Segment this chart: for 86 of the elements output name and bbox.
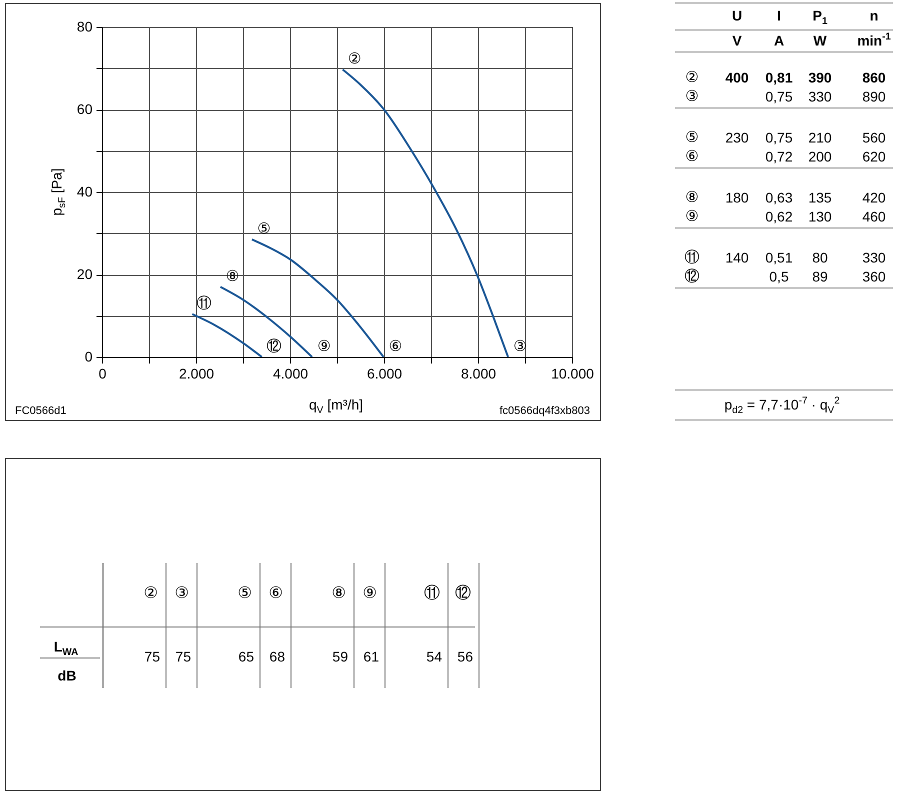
category-label: I: [777, 7, 781, 24]
text: 620: [862, 148, 886, 164]
annotation: ②: [348, 50, 362, 68]
text: 210: [808, 129, 832, 146]
text: 68: [269, 648, 285, 664]
category-label: ⑪: [684, 248, 700, 266]
annotation: ⑫: [266, 338, 282, 355]
line-series: [219, 286, 314, 357]
x-tick-label: 6.000: [366, 366, 402, 382]
x-tick-label: 2.000: [178, 366, 214, 382]
x-axis-title: q$_{V}$ [m³/h]: [308, 396, 364, 416]
text: fc0566dq4f3xb803: [499, 404, 590, 418]
category-label: ③: [174, 585, 189, 603]
category-label: ⑤: [238, 585, 252, 603]
annotation: ⑤: [257, 220, 271, 238]
category-label: ②: [685, 68, 699, 86]
line-series: [191, 313, 263, 357]
category-label: ⑨: [685, 207, 699, 224]
text: 390: [808, 69, 832, 86]
y-tick-label: 0: [84, 348, 93, 364]
text: 80: [812, 249, 828, 266]
category-label: ⑧: [332, 585, 346, 603]
text: 400: [725, 69, 749, 86]
text: A: [774, 32, 784, 48]
text: 420: [862, 189, 886, 206]
category-label: ⑤: [685, 128, 699, 146]
category-label: ⑫: [684, 267, 700, 284]
text: W: [813, 32, 827, 48]
text: 89: [812, 268, 828, 284]
annotation: ⑨: [317, 338, 331, 355]
text: 230: [725, 129, 749, 146]
text: 140: [725, 249, 749, 266]
text: 0,62: [765, 208, 793, 224]
text: 0,5: [769, 268, 789, 284]
text: 0,75: [765, 129, 793, 146]
y-tick-label: 80: [76, 18, 93, 34]
y-tick-label: 20: [76, 266, 93, 282]
category-label: ⑥: [268, 585, 283, 603]
text: 180: [725, 189, 749, 206]
text: 135: [808, 189, 832, 206]
text: 200: [808, 148, 832, 164]
annotation: ⑪: [196, 295, 212, 312]
text: 75: [175, 648, 191, 664]
category-label: L$_{WA}$: [54, 638, 78, 658]
annotation: ⑥: [388, 338, 402, 355]
text: 59: [332, 648, 348, 664]
x-tick-label: 0: [98, 366, 107, 382]
text: 65: [238, 648, 254, 664]
category-label: n: [870, 7, 878, 24]
text: min$^{-1}$: [857, 32, 891, 48]
text: 0,63: [765, 189, 793, 206]
category-label: U: [732, 7, 742, 24]
x-tick-label: 4.000: [272, 366, 308, 382]
category-label: ⑫: [455, 585, 471, 603]
text: 360: [862, 268, 886, 284]
category-label: ⑪: [424, 585, 440, 603]
text: 560: [862, 129, 886, 146]
x-tick-label: 10.000: [551, 366, 594, 382]
text: 330: [862, 249, 886, 266]
text: 0,72: [765, 148, 793, 164]
y-tick-label: 60: [76, 101, 93, 117]
category-label: ⑨: [362, 585, 377, 603]
text: dB: [58, 667, 76, 684]
text: 330: [808, 88, 832, 104]
text: 75: [144, 648, 160, 664]
text: 54: [426, 648, 442, 664]
text: 56: [457, 648, 473, 664]
category-label: ②: [144, 585, 158, 603]
text: V: [732, 32, 742, 48]
category-label: ⑧: [685, 188, 699, 206]
text: 0,51: [765, 249, 793, 266]
text: FC0566d1: [15, 404, 66, 418]
line-series: [342, 68, 510, 357]
text: 0,75: [765, 88, 793, 104]
category-label: ⑥: [685, 147, 699, 164]
category-label: ③: [685, 87, 699, 104]
text: 860: [862, 69, 886, 86]
x-tick-label: 8.000: [460, 366, 496, 382]
y-tick-label: 40: [76, 184, 93, 200]
category-label: P$_{1}$: [812, 7, 828, 28]
text: 130: [808, 208, 832, 224]
text: 890: [862, 88, 886, 104]
text: 0,81: [765, 69, 793, 86]
text: 61: [363, 648, 379, 664]
text: 460: [862, 208, 886, 224]
line-series: [250, 238, 385, 357]
